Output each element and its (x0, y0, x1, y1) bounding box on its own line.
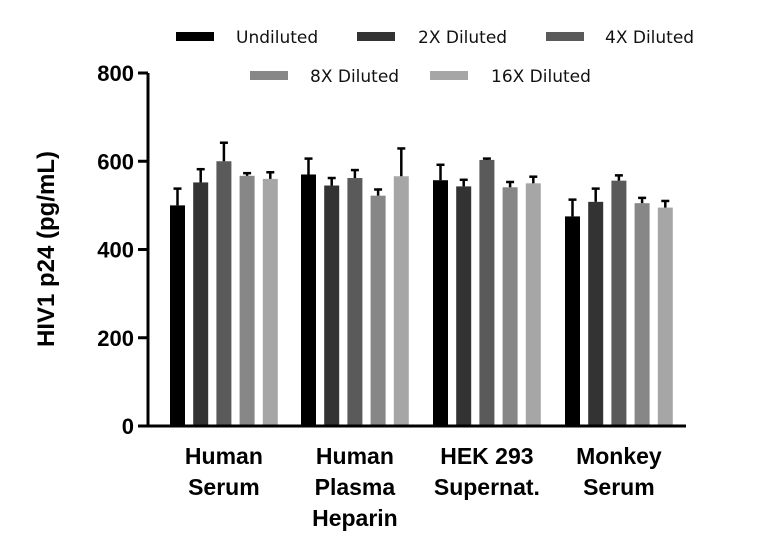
y-axis-label: HIV1 p24 (pg/mL) (33, 151, 60, 347)
x-tick-labels: Human Serum Human Plasma Heparin HEK 293 Super… (185, 443, 662, 531)
bar-1-2 (347, 178, 363, 426)
y-tick-label-2: 400 (97, 238, 134, 263)
legend-swatch-2 (546, 32, 584, 41)
bar-1-1 (324, 185, 340, 426)
y-tick-label-3: 600 (97, 149, 134, 174)
y-tick-label-0: 0 (122, 414, 134, 439)
x-tick-label-2: HEK 293 Supernat. (434, 443, 540, 500)
legend-swatch-3 (250, 71, 288, 80)
legend-label-4: 16X Diluted (491, 67, 591, 87)
legend-swatch-1 (357, 32, 395, 41)
bar-2-2 (479, 159, 495, 426)
bar-2-0 (433, 180, 448, 426)
bar-0-3 (239, 175, 255, 426)
legend-swatch-4 (430, 71, 468, 80)
legend: Undiluted 2X Diluted 4X Diluted 8X Diluted 1… (176, 28, 694, 87)
bar-0-2 (216, 161, 232, 426)
bar-0-1 (193, 182, 209, 426)
bar-3-1 (588, 201, 604, 426)
bar-3-0 (565, 216, 580, 426)
bar-1-4 (393, 176, 409, 426)
bar-2-3 (502, 187, 518, 426)
legend-label-2: 4X Diluted (605, 28, 694, 48)
bar-0-4 (262, 178, 278, 426)
x-tick-label-1: Human Plasma Heparin (312, 443, 398, 531)
legend-label-3: 8X Diluted (310, 67, 399, 87)
legend-label-1: 2X Diluted (418, 28, 507, 48)
error-bars (173, 141, 670, 217)
legend-swatch-0 (176, 32, 214, 41)
bars (170, 159, 673, 426)
x-tick-label-0: Human Serum (185, 443, 263, 500)
bar-0-0 (170, 205, 185, 426)
y-tick-label-4: 800 (97, 61, 134, 86)
bar-3-3 (634, 203, 650, 426)
bar-2-4 (525, 183, 541, 426)
bar-3-4 (657, 207, 673, 426)
bar-1-0 (301, 174, 316, 426)
bar-3-2 (611, 180, 627, 426)
bar-2-1 (456, 186, 472, 426)
y-tick-label-1: 200 (97, 326, 134, 351)
legend-label-0: Undiluted (236, 28, 318, 48)
bar-1-3 (370, 195, 386, 426)
x-tick-label-3: Monkey Serum (576, 443, 662, 500)
y-ticks: 0 200 400 600 800 (97, 61, 148, 439)
